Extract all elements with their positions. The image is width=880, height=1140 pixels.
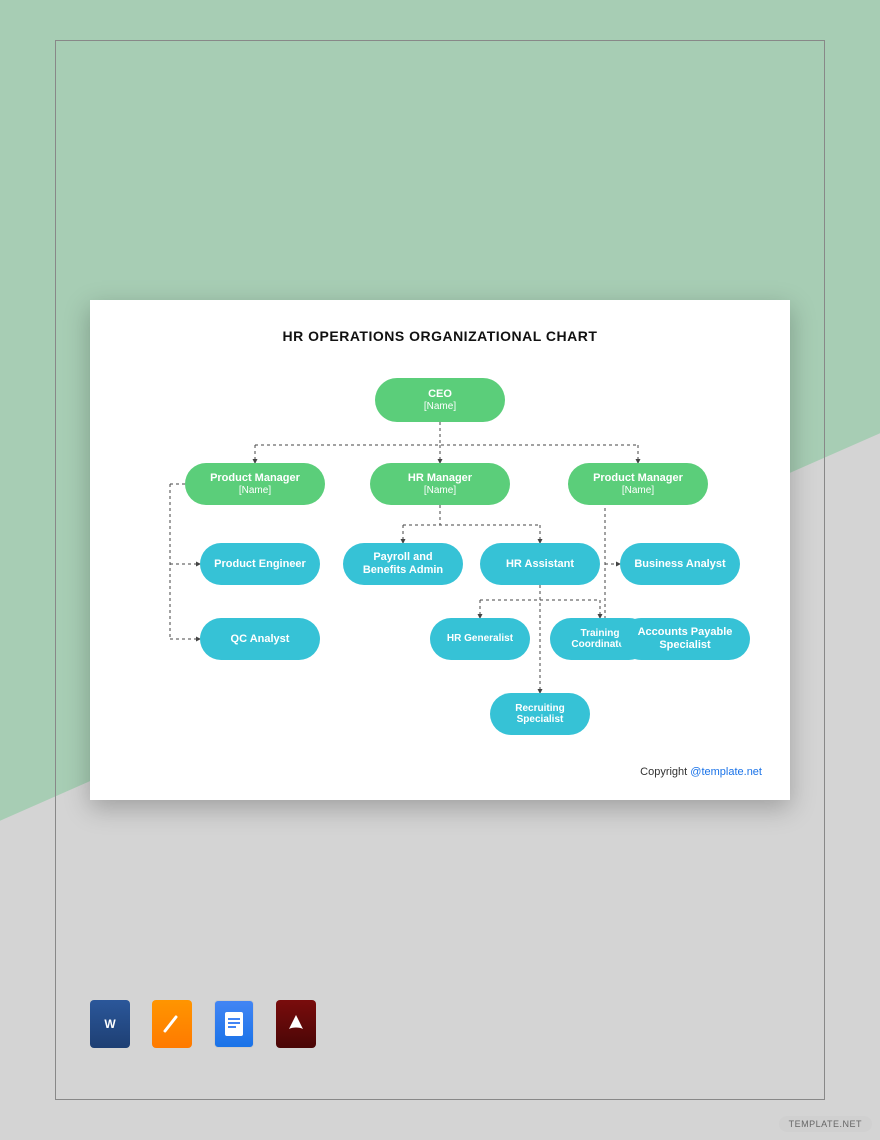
org-node-hra: HR Assistant: [480, 543, 600, 585]
org-node-pm1: Product Manager[Name]: [185, 463, 325, 505]
watermark-badge: TEMPLATE.NET: [779, 1116, 872, 1132]
org-node-hrg: HR Generalist: [430, 618, 530, 660]
node-title: Product Manager: [593, 472, 683, 485]
gdocs-icon: [214, 1000, 254, 1048]
pages-icon: [152, 1000, 192, 1048]
chart-title: HR OPERATIONS ORGANIZATIONAL CHART: [90, 328, 790, 344]
org-node-ba: Business Analyst: [620, 543, 740, 585]
node-title: Accounts Payable Specialist: [628, 626, 742, 651]
node-name: [Name]: [239, 485, 271, 497]
org-node-qc: QC Analyst: [200, 618, 320, 660]
node-title: Payroll and Benefits Admin: [351, 551, 455, 576]
page-background: HR OPERATIONS ORGANIZATIONAL CHART CEO[N…: [0, 0, 880, 1140]
org-node-pm2: Product Manager[Name]: [568, 463, 708, 505]
node-title: HR Manager: [408, 472, 472, 485]
node-title: Product Engineer: [214, 558, 306, 571]
node-title: CEO: [428, 388, 452, 401]
node-title: HR Generalist: [447, 633, 513, 645]
word-icon: W: [90, 1000, 130, 1048]
node-title: Recruiting Specialist: [498, 703, 582, 726]
node-title: Product Manager: [210, 472, 300, 485]
node-name: [Name]: [424, 485, 456, 497]
org-node-aps: Accounts Payable Specialist: [620, 618, 750, 660]
node-name: [Name]: [622, 485, 654, 497]
org-node-rs: Recruiting Specialist: [490, 693, 590, 735]
copyright-link[interactable]: @template.net: [690, 766, 762, 778]
pdf-icon: [276, 1000, 316, 1048]
node-title: HR Assistant: [506, 558, 574, 571]
org-node-payroll: Payroll and Benefits Admin: [343, 543, 463, 585]
org-node-hrm: HR Manager[Name]: [370, 463, 510, 505]
copyright-prefix: Copyright: [640, 766, 690, 778]
node-name: [Name]: [424, 401, 456, 413]
format-icons-row: W: [90, 1000, 316, 1048]
org-node-pe: Product Engineer: [200, 543, 320, 585]
org-chart-card: HR OPERATIONS ORGANIZATIONAL CHART CEO[N…: [90, 300, 790, 800]
copyright-text: Copyright @template.net: [640, 766, 762, 778]
org-node-ceo: CEO[Name]: [375, 378, 505, 422]
node-title: Business Analyst: [634, 558, 725, 571]
node-title: QC Analyst: [231, 633, 290, 646]
